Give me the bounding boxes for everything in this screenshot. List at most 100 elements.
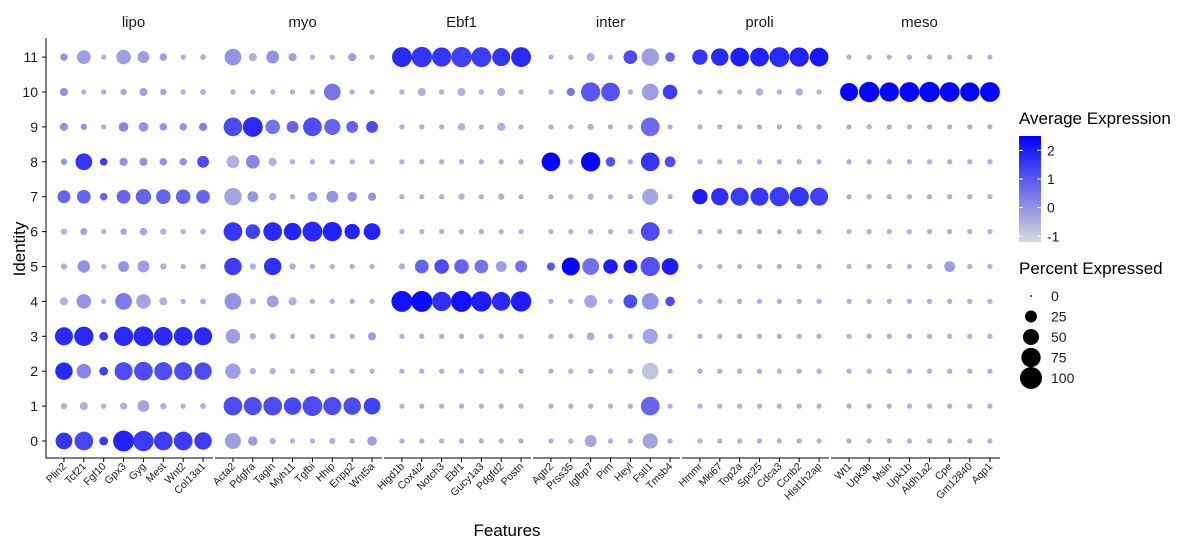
dot [541, 152, 561, 172]
dot [548, 438, 554, 444]
dot [250, 89, 256, 95]
dot [947, 54, 953, 60]
dot [947, 438, 953, 444]
dot [627, 124, 634, 130]
dot [180, 89, 186, 95]
dot [886, 194, 892, 200]
dot [289, 368, 296, 374]
dot [55, 362, 73, 380]
dot [601, 82, 620, 102]
dot [662, 84, 678, 100]
dot [498, 159, 504, 165]
size-legend-label: 75 [1051, 350, 1067, 366]
dot [60, 53, 68, 61]
dot [224, 432, 241, 450]
dot [947, 333, 953, 339]
dot [627, 228, 634, 235]
dot [667, 438, 673, 444]
dot [641, 293, 659, 310]
dot [846, 403, 852, 409]
dot [605, 156, 616, 167]
dot [906, 54, 913, 60]
dot [846, 159, 852, 165]
dot [750, 187, 769, 206]
dot [816, 89, 822, 95]
dot [248, 436, 258, 446]
dot [587, 123, 594, 131]
dot [434, 259, 449, 274]
dot [926, 403, 933, 409]
dot [438, 159, 445, 165]
panel-proli: proliHmmrMki67Top2aSpc25Cdca3Ccnb2Hist1h… [676, 14, 829, 503]
dot [101, 124, 107, 130]
panel-title: Ebf1 [446, 14, 477, 31]
dot [79, 402, 88, 411]
dot [642, 433, 658, 449]
dot [224, 48, 242, 66]
dot [947, 159, 953, 165]
dot [967, 368, 973, 374]
dot [59, 87, 69, 97]
dot [137, 400, 150, 413]
dot [846, 438, 852, 444]
dot [816, 333, 822, 339]
dot [548, 368, 554, 374]
dot [944, 261, 956, 272]
dot [906, 368, 913, 374]
dot [369, 263, 375, 270]
dot [607, 228, 614, 235]
dot [796, 333, 802, 339]
size-legend-title: Percent Expressed [1019, 259, 1163, 278]
dot [160, 402, 167, 410]
dot [160, 88, 167, 96]
dot [906, 333, 913, 339]
dot [81, 89, 87, 95]
dot [711, 48, 729, 66]
dot [816, 124, 822, 130]
dot [627, 159, 634, 165]
panel-title: meso [901, 14, 938, 31]
dot [717, 89, 723, 95]
dot [458, 368, 465, 374]
dot [197, 155, 210, 168]
dot [548, 403, 554, 409]
dot [568, 403, 574, 409]
dot [987, 333, 993, 339]
dot [926, 263, 933, 270]
y-tick-label: 1 [30, 398, 38, 414]
dot [587, 368, 594, 374]
dot [736, 89, 743, 95]
dot [249, 298, 256, 305]
dot [846, 228, 852, 235]
dot [454, 259, 469, 274]
y-tick-label: 4 [30, 293, 38, 309]
dot [518, 124, 524, 130]
dot [194, 432, 212, 450]
dot [160, 228, 167, 235]
dot [478, 228, 485, 235]
dot [511, 47, 532, 68]
dot [289, 333, 296, 339]
dot [139, 87, 148, 97]
dot [411, 46, 432, 68]
y-tick-label: 10 [22, 84, 38, 100]
dot [736, 368, 743, 374]
dot [623, 50, 638, 64]
dot [263, 257, 282, 276]
dot [438, 228, 445, 235]
dot [987, 438, 993, 444]
dot [926, 54, 933, 60]
y-tick-label: 11 [23, 49, 38, 65]
dot [906, 194, 913, 200]
dot [498, 228, 504, 235]
dot [369, 54, 375, 60]
dot [419, 333, 425, 339]
dot [587, 403, 594, 409]
dot [769, 47, 790, 68]
dot [846, 333, 852, 339]
dot [627, 368, 634, 374]
dot [366, 120, 379, 133]
dot [580, 82, 601, 102]
panel-meso: mesoWt1Upk3bMslnUpk1bAldh1a2CpeGm12840Aq… [831, 14, 1000, 502]
dot [641, 48, 659, 66]
